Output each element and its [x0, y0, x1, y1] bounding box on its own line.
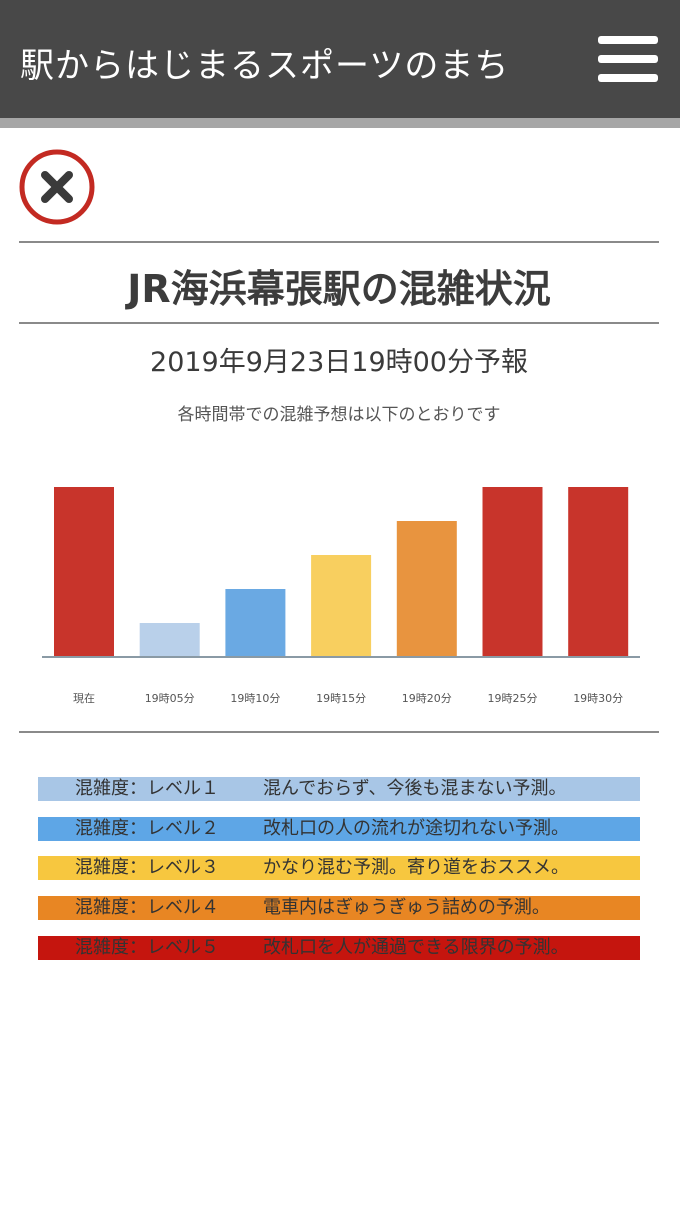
legend-level-label: 混雑度：レベル２ [75, 817, 219, 839]
bar-6 [568, 487, 629, 657]
bar-3 [311, 555, 372, 657]
bar-1 [139, 623, 200, 657]
x-tick-label: 19時30分 [573, 692, 623, 705]
title-bottom-rule [19, 322, 659, 324]
hamburger-menu-icon[interactable] [598, 36, 658, 82]
x-tick-label: 19時05分 [145, 692, 195, 705]
legend-row-level-3: 混雑度：レベル３ かなり混む予測。寄り道をおススメ。 [38, 856, 640, 881]
intro-text: 各時間帯での混雑予想は以下のとおりです [177, 405, 501, 425]
site-title: 駅からはじまるスポーツのまち [20, 46, 510, 86]
x-tick-label: 19時20分 [402, 692, 452, 705]
x-tick-label: 19時25分 [488, 692, 538, 705]
x-tick-label: 現在 [73, 692, 95, 705]
header-divider [0, 118, 680, 128]
legend-description: かなり混む予測。寄り道をおススメ。 [263, 857, 569, 879]
legend-row-level-2: 混雑度：レベル２ 改札口の人の流れが途切れない予測。 [38, 816, 640, 841]
legend-level-label: 混雑度：レベル５ [75, 936, 219, 958]
bar-0 [54, 487, 114, 657]
legend-level-label: 混雑度：レベル４ [75, 897, 219, 919]
page-title: JR海浜幕張駅の混雑状況 [127, 267, 551, 311]
congestion-bar-chart: 現在 19時05分 19時10分 19時15分 19時20分 19時25分 19時30分 [42, 487, 640, 705]
legend-description: 改札口を人が通過できる限界の予測。 [263, 936, 569, 958]
x-tick-label: 19時15分 [316, 692, 366, 705]
app-header: 駅からはじまるスポーツのまち [0, 0, 680, 118]
chart-bottom-rule [19, 731, 659, 733]
x-tick-label: 19時10分 [230, 692, 280, 705]
legend-row-level-5: 混雑度：レベル５ 改札口を人が通過できる限界の予測。 [38, 935, 640, 960]
title-top-rule [19, 241, 659, 243]
forecast-time: 2019年9月23日19時00分予報 [150, 347, 528, 378]
legend-row-level-4: 混雑度：レベル４ 電車内はぎゅうぎゅう詰めの予測。 [38, 896, 640, 921]
legend-level-label: 混雑度：レベル１ [75, 778, 219, 799]
legend-description: 改札口の人の流れが途切れない予測。 [263, 817, 569, 839]
legend-description: 電車内はぎゅうぎゅう詰めの予測。 [263, 897, 550, 919]
bar-2 [225, 589, 286, 657]
legend-level-label: 混雑度：レベル３ [75, 857, 219, 879]
close-icon[interactable] [19, 149, 95, 225]
bar-4 [396, 521, 457, 657]
bar-5 [482, 487, 543, 657]
legend-row-level-1: 混雑度：レベル１ 混んでおらず、今後も混まない予測。 [38, 777, 640, 801]
legend-description: 混んでおらず、今後も混まない予測。 [263, 778, 567, 799]
